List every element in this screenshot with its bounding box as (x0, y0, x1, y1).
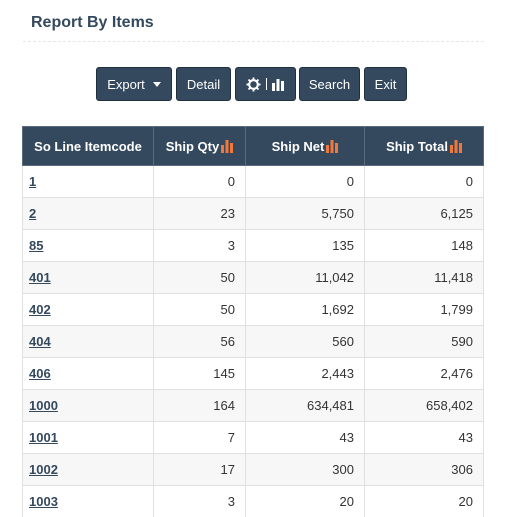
itemcode-link[interactable]: 1002 (29, 462, 58, 477)
sort-chart-icon[interactable] (449, 139, 462, 153)
table-row: 401 50 11,042 11,418 (22, 261, 484, 294)
ship-total-cell: 20 (364, 485, 484, 517)
itemcode-cell: 2 (22, 197, 154, 230)
itemcode-link[interactable]: 404 (29, 334, 51, 349)
search-button[interactable]: Search (299, 67, 360, 101)
itemcode-cell: 404 (22, 325, 154, 358)
export-button[interactable]: Export (96, 67, 172, 101)
itemcode-cell: 1000 (22, 389, 154, 422)
detail-button-label: Detail (186, 76, 221, 92)
itemcode-cell: 401 (22, 261, 154, 294)
exit-button[interactable]: Exit (364, 67, 407, 101)
chevron-down-icon (152, 81, 161, 87)
ship-qty-cell: 17 (153, 453, 246, 486)
ship-net-cell: 135 (245, 229, 365, 262)
ship-qty-cell: 0 (153, 165, 246, 198)
report-table: So Line Itemcode Ship Qty Ship Net Ship … (22, 126, 484, 517)
column-header-ship-total[interactable]: Ship Total (364, 126, 484, 166)
ship-net-cell: 1,692 (245, 293, 365, 326)
itemcode-cell: 402 (22, 293, 154, 326)
table-row: 1002 17 300 306 (22, 453, 484, 486)
itemcode-cell: 85 (22, 229, 154, 262)
ship-net-cell: 43 (245, 421, 365, 454)
itemcode-link[interactable]: 2 (29, 206, 37, 221)
detail-button[interactable]: Detail (176, 67, 231, 101)
ship-qty-cell: 7 (153, 421, 246, 454)
column-header-label: Ship Qty (165, 138, 220, 154)
table-row: 2 23 5,750 6,125 (22, 197, 484, 230)
search-button-label: Search (308, 76, 351, 92)
column-header-label: Ship Total (386, 138, 448, 154)
column-header-ship-qty[interactable]: Ship Qty (153, 126, 246, 166)
table-row: 1003 3 20 20 (22, 485, 484, 517)
itemcode-cell: 406 (22, 357, 154, 390)
table-row: 402 50 1,692 1,799 (22, 293, 484, 326)
ship-total-cell: 148 (364, 229, 484, 262)
table-row: 1 0 0 0 (22, 165, 484, 198)
ship-total-cell: 306 (364, 453, 484, 486)
itemcode-link[interactable]: 1000 (29, 398, 58, 413)
ship-total-cell: 658,402 (364, 389, 484, 422)
itemcode-link[interactable]: 1001 (29, 430, 58, 445)
ship-total-cell: 1,799 (364, 293, 484, 326)
table-row: 85 3 135 148 (22, 229, 484, 262)
bar-chart-icon (272, 79, 284, 91)
ship-net-cell: 11,042 (245, 261, 365, 294)
report-table-container: So Line Itemcode Ship Qty Ship Net Ship … (22, 126, 484, 517)
sort-chart-icon[interactable] (221, 139, 234, 153)
itemcode-link[interactable]: 402 (29, 302, 51, 317)
column-header-ship-net[interactable]: Ship Net (245, 126, 365, 166)
itemcode-link[interactable]: 1003 (29, 494, 58, 509)
ship-qty-cell: 23 (153, 197, 246, 230)
page-title: Report By Items (31, 14, 154, 31)
column-header-label: So Line Itemcode (34, 138, 142, 154)
ship-total-cell: 43 (364, 421, 484, 454)
ship-net-cell: 634,481 (245, 389, 365, 422)
itemcode-cell: 1003 (22, 485, 154, 517)
table-row: 404 56 560 590 (22, 325, 484, 358)
itemcode-link[interactable]: 401 (29, 270, 51, 285)
exit-button-label: Exit (374, 76, 397, 92)
table-row: 406 145 2,443 2,476 (22, 357, 484, 390)
table-row: 1000 164 634,481 658,402 (22, 389, 484, 422)
column-header-itemcode[interactable]: So Line Itemcode (22, 126, 154, 166)
ship-total-cell: 6,125 (364, 197, 484, 230)
chart-settings-button[interactable] (235, 67, 296, 101)
gear-icon (246, 76, 261, 92)
ship-qty-cell: 145 (153, 357, 246, 390)
ship-net-cell: 560 (245, 325, 365, 358)
title-divider (23, 41, 484, 42)
itemcode-link[interactable]: 406 (29, 366, 51, 381)
itemcode-cell: 1 (22, 165, 154, 198)
ship-total-cell: 590 (364, 325, 484, 358)
ship-net-cell: 5,750 (245, 197, 365, 230)
ship-qty-cell: 56 (153, 325, 246, 358)
table-row: 1001 7 43 43 (22, 421, 484, 454)
ship-total-cell: 2,476 (364, 357, 484, 390)
ship-qty-cell: 3 (153, 229, 246, 262)
itemcode-cell: 1002 (22, 453, 154, 486)
button-separator (266, 78, 267, 90)
ship-qty-cell: 164 (153, 389, 246, 422)
itemcode-cell: 1001 (22, 421, 154, 454)
itemcode-link[interactable]: 1 (29, 174, 37, 189)
table-header-row: So Line Itemcode Ship Qty Ship Net Ship … (22, 126, 484, 166)
itemcode-link[interactable]: 85 (29, 238, 44, 253)
export-button-label: Export (107, 76, 145, 92)
ship-total-cell: 11,418 (364, 261, 484, 294)
toolbar: Export Detail (0, 67, 515, 101)
ship-qty-cell: 50 (153, 293, 246, 326)
ship-qty-cell: 3 (153, 485, 246, 517)
ship-net-cell: 2,443 (245, 357, 365, 390)
sort-chart-icon[interactable] (326, 139, 339, 153)
ship-total-cell: 0 (364, 165, 484, 198)
ship-net-cell: 20 (245, 485, 365, 517)
column-header-label: Ship Net (271, 138, 325, 154)
ship-net-cell: 0 (245, 165, 365, 198)
ship-net-cell: 300 (245, 453, 365, 486)
ship-qty-cell: 50 (153, 261, 246, 294)
